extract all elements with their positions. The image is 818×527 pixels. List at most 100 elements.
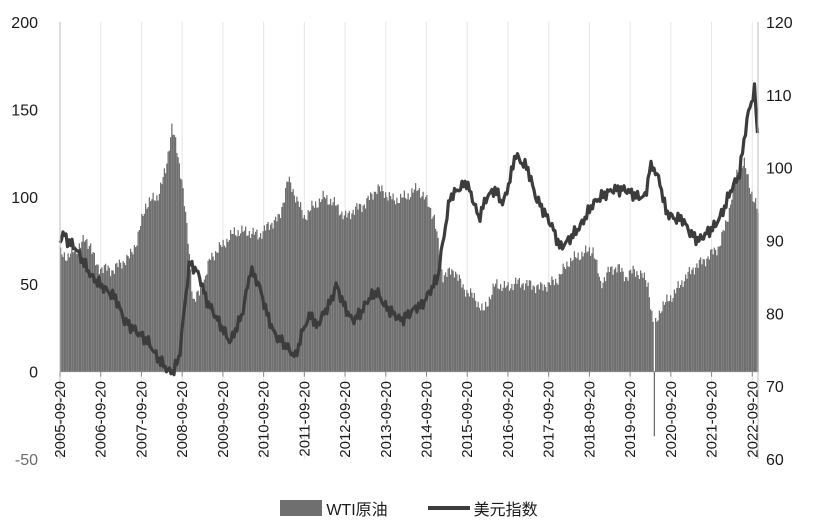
wti-bar (372, 199, 374, 372)
wti-bar (728, 207, 730, 372)
wti-bar (703, 259, 705, 372)
wti-bar (745, 168, 747, 372)
wti-bar (562, 263, 564, 372)
wti-bar (72, 252, 74, 372)
wti-bar (97, 264, 99, 372)
wti-bar (480, 310, 482, 372)
wti-bar (73, 251, 75, 372)
wti-bar (215, 251, 217, 372)
wti-bar (647, 282, 649, 372)
wti-bar (702, 258, 704, 372)
wti-bar (353, 214, 355, 372)
wti-bar (712, 254, 714, 372)
wti-bar (203, 279, 205, 372)
axes (59, 22, 759, 459)
wti-bar (228, 240, 230, 372)
wti-bar (642, 277, 644, 372)
wti-bar (450, 274, 452, 372)
wti-bar (407, 193, 409, 372)
wti-bar (461, 287, 463, 372)
wti-bar (632, 265, 634, 372)
wti-bar (580, 259, 582, 372)
wti-bar (202, 291, 204, 372)
wti-bar (162, 176, 164, 372)
wti-bar (631, 273, 633, 372)
wti-bar (230, 229, 232, 372)
wti-bar (448, 267, 450, 372)
wti-bar (550, 285, 552, 372)
wti-bar (260, 233, 262, 372)
wti-bar (76, 254, 78, 372)
wti-bar (626, 277, 628, 372)
wti-bar (422, 191, 424, 372)
wti-bar (715, 249, 717, 372)
wti-bar (146, 208, 148, 372)
wti-bar (482, 310, 484, 372)
wti-bar (651, 310, 653, 372)
wti-bar (616, 272, 618, 372)
wti-bar (365, 208, 367, 372)
wti-bar (488, 296, 490, 372)
wti-bar (662, 301, 664, 372)
wti-bar (323, 197, 325, 372)
wti-bar (668, 301, 670, 372)
wti-bar (80, 247, 82, 372)
wti-bar (442, 282, 444, 372)
wti-bar (563, 267, 565, 372)
wti-bar (172, 134, 174, 372)
wti-bar (380, 191, 382, 372)
wti-bar (565, 269, 567, 372)
wti-bar (751, 191, 753, 372)
wti-bar (658, 310, 660, 372)
wti-bar (396, 197, 398, 372)
wti-bar (256, 229, 258, 372)
wti-bar (506, 285, 508, 372)
left-tick-label: 0 (29, 365, 38, 382)
wti-bar (301, 210, 303, 372)
wti-bar (370, 192, 372, 372)
wti-bar (286, 181, 288, 372)
wti-bar (607, 266, 609, 372)
wti-bar (328, 204, 330, 372)
dollar-index-line-series (58, 82, 760, 377)
wti-bar (168, 150, 170, 372)
wti-bar (500, 284, 502, 372)
wti-bar (620, 272, 622, 372)
wti-bar (201, 289, 203, 372)
wti-bar (106, 270, 108, 372)
wti-bar (660, 313, 662, 372)
wti-bar (268, 229, 270, 372)
wti-bar (222, 239, 224, 372)
wti-bar (750, 193, 752, 372)
wti-bar (332, 202, 334, 372)
wti-bar (722, 230, 724, 372)
wti-bar (131, 252, 133, 372)
wti-bar (298, 207, 300, 372)
wti-bar (736, 169, 738, 372)
wti-bar (355, 206, 357, 372)
wti-bar (516, 283, 518, 372)
wti-bar (216, 252, 218, 372)
wti-bar (381, 185, 383, 372)
wti-bar (267, 221, 269, 372)
wti-bar (672, 297, 674, 372)
wti-bar (367, 195, 369, 372)
wti-bar (698, 259, 700, 372)
wti-bar (241, 225, 243, 372)
wti-bar (411, 188, 413, 372)
wti-bar (250, 238, 252, 372)
wti-bar (167, 151, 169, 372)
wti-bar (176, 152, 178, 372)
x-tick-label: 2014-09-20 (419, 381, 436, 458)
wti-bar (225, 247, 227, 372)
wti-bar (581, 251, 583, 372)
wti-bar (423, 199, 425, 372)
wti-bar (536, 285, 538, 372)
wti-bar (133, 245, 135, 372)
wti-bar (718, 246, 720, 372)
wti-bar (426, 195, 428, 372)
wti-bar (475, 300, 477, 372)
wti-bar (152, 192, 154, 372)
wti-bar (742, 165, 744, 372)
